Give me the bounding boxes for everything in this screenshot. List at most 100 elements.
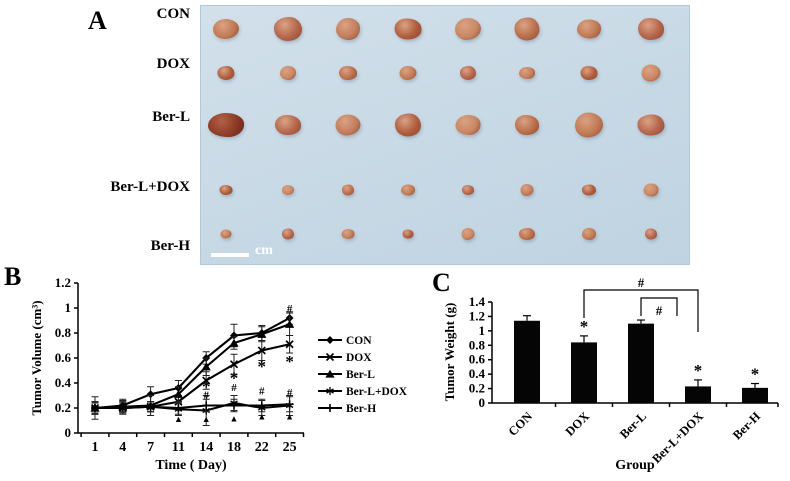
panel-b-axes: [74, 282, 305, 437]
tumor-con-7: [577, 19, 602, 39]
panel-b-annotations: * ** *## # ##▲ ▲ ▲ ▲ ▲: [174, 303, 294, 424]
tumor-dox-3: [339, 65, 358, 80]
marker-triangle: [201, 362, 211, 371]
panel-b-legend: CON DOX Ber-L Ber-L+DOX Ber-H: [318, 335, 408, 415]
svg-text:Tumor Volume (cm³): Tumor Volume (cm³): [30, 300, 44, 415]
svg-text:4: 4: [119, 440, 126, 455]
marker-plus: [285, 400, 294, 409]
svg-text:0.8: 0.8: [469, 337, 486, 352]
svg-text:0.8: 0.8: [55, 325, 72, 340]
tumor-ber-l-dox-1: [219, 184, 233, 195]
tumor-ber-l-3: [335, 114, 361, 136]
svg-text:*: *: [258, 357, 267, 376]
svg-text:Tumor Weight (g): Tumor Weight (g): [442, 303, 457, 402]
svg-text:CON: CON: [346, 335, 372, 347]
marker-plus: [230, 401, 238, 410]
tumor-con-5: [454, 17, 481, 40]
tumor-ber-l-dox-4: [400, 184, 415, 196]
svg-text:▲: ▲: [174, 414, 183, 424]
row-label-ber-l: Ber-L: [152, 109, 190, 125]
scale-bar: [211, 253, 249, 257]
tumor-ber-l-8: [637, 114, 665, 136]
tumor-ber-l-dox-8: [643, 183, 659, 197]
scale-bar-label: cm: [255, 243, 273, 258]
svg-text:▲: ▲: [285, 412, 294, 422]
svg-text:0.4: 0.4: [55, 375, 72, 390]
panel-c-comparison-brackets: [583, 289, 699, 332]
marker-diamond: [146, 390, 155, 399]
svg-text:Group: Group: [615, 458, 655, 473]
marker-x: [285, 340, 294, 349]
row-label-con: CON: [156, 6, 190, 22]
svg-text:Ber-L: Ber-L: [617, 409, 649, 441]
tumor-con-6: [514, 17, 540, 41]
svg-text:*: *: [694, 361, 703, 380]
svg-text:#: #: [259, 386, 265, 398]
svg-text:0.2: 0.2: [55, 400, 71, 415]
panel-c-label: C: [432, 268, 451, 297]
marker-x: [257, 346, 266, 355]
svg-text:Ber-L: Ber-L: [346, 369, 375, 381]
marker-triangle: [173, 390, 183, 398]
tumor-con-4: [394, 18, 422, 40]
svg-text:1.2: 1.2: [469, 308, 485, 323]
tumor-ber-l-dox-2: [281, 184, 294, 195]
marker-plus: [174, 404, 183, 412]
svg-text:1: 1: [479, 323, 486, 338]
svg-text:0.4: 0.4: [469, 366, 486, 381]
tumor-ber-l-7: [575, 112, 604, 138]
tumor-ber-h-5: [461, 228, 475, 241]
marker-diamond: [230, 331, 238, 340]
marker-x: [229, 360, 239, 369]
tumor-dox-8: [641, 64, 661, 82]
marker-diamond: [326, 336, 334, 344]
svg-text:*: *: [285, 352, 294, 371]
marker-x: [325, 352, 335, 362]
tumor-dox-4: [399, 65, 417, 80]
svg-text:0.2: 0.2: [469, 381, 485, 396]
bar-ber-l-dox: [685, 386, 711, 403]
svg-text:1.4: 1.4: [469, 294, 486, 309]
bar-dox: [571, 342, 597, 403]
tumor-con-2: [273, 16, 302, 41]
tumor-ber-l-6: [515, 115, 540, 136]
panel-c-bars: [514, 315, 768, 403]
svg-text:Ber-L+DOX: Ber-L+DOX: [346, 386, 408, 398]
marker-plus: [326, 404, 334, 412]
tumor-ber-l-2: [274, 115, 301, 136]
svg-text:*: *: [230, 368, 239, 387]
marker-plus: [257, 401, 266, 410]
tumor-ber-h-2: [281, 228, 294, 240]
svg-text:*: *: [580, 317, 589, 336]
svg-text:0: 0: [65, 425, 72, 440]
svg-text:#: #: [231, 382, 237, 394]
tumor-ber-l-5: [455, 115, 481, 136]
svg-text:18: 18: [227, 440, 241, 455]
marker-plus: [146, 402, 155, 411]
marker-plus: [118, 402, 127, 411]
svg-text:Time ( Day): Time ( Day): [155, 458, 227, 473]
tumor-ber-l-1: [207, 113, 244, 138]
svg-text:#: #: [287, 303, 293, 315]
tumor-ber-h-7: [582, 228, 597, 241]
tumor-ber-l-4: [394, 113, 421, 137]
tumor-ber-l-dox-3: [342, 184, 355, 196]
svg-text:Ber-H: Ber-H: [730, 409, 763, 442]
marker-x: [202, 376, 211, 385]
svg-text:1: 1: [92, 440, 99, 455]
tumor-dox-1: [217, 65, 235, 80]
svg-text:#: #: [638, 275, 645, 290]
tumor-photo: cm: [200, 5, 690, 265]
svg-text:*: *: [751, 365, 760, 384]
svg-text:25: 25: [283, 440, 297, 455]
svg-text:Ber-L+DOX: Ber-L+DOX: [649, 409, 706, 466]
svg-text:DOX: DOX: [563, 409, 593, 439]
panel-b-label: B: [4, 262, 22, 291]
row-label-ber-l-dox: Ber-L+DOX: [110, 179, 190, 195]
marker-triangle: [285, 320, 295, 328]
marker-asterisk: [326, 387, 334, 395]
svg-text:0: 0: [479, 395, 486, 410]
svg-text:*: *: [202, 377, 211, 396]
tumor-dox-5: [459, 65, 476, 80]
